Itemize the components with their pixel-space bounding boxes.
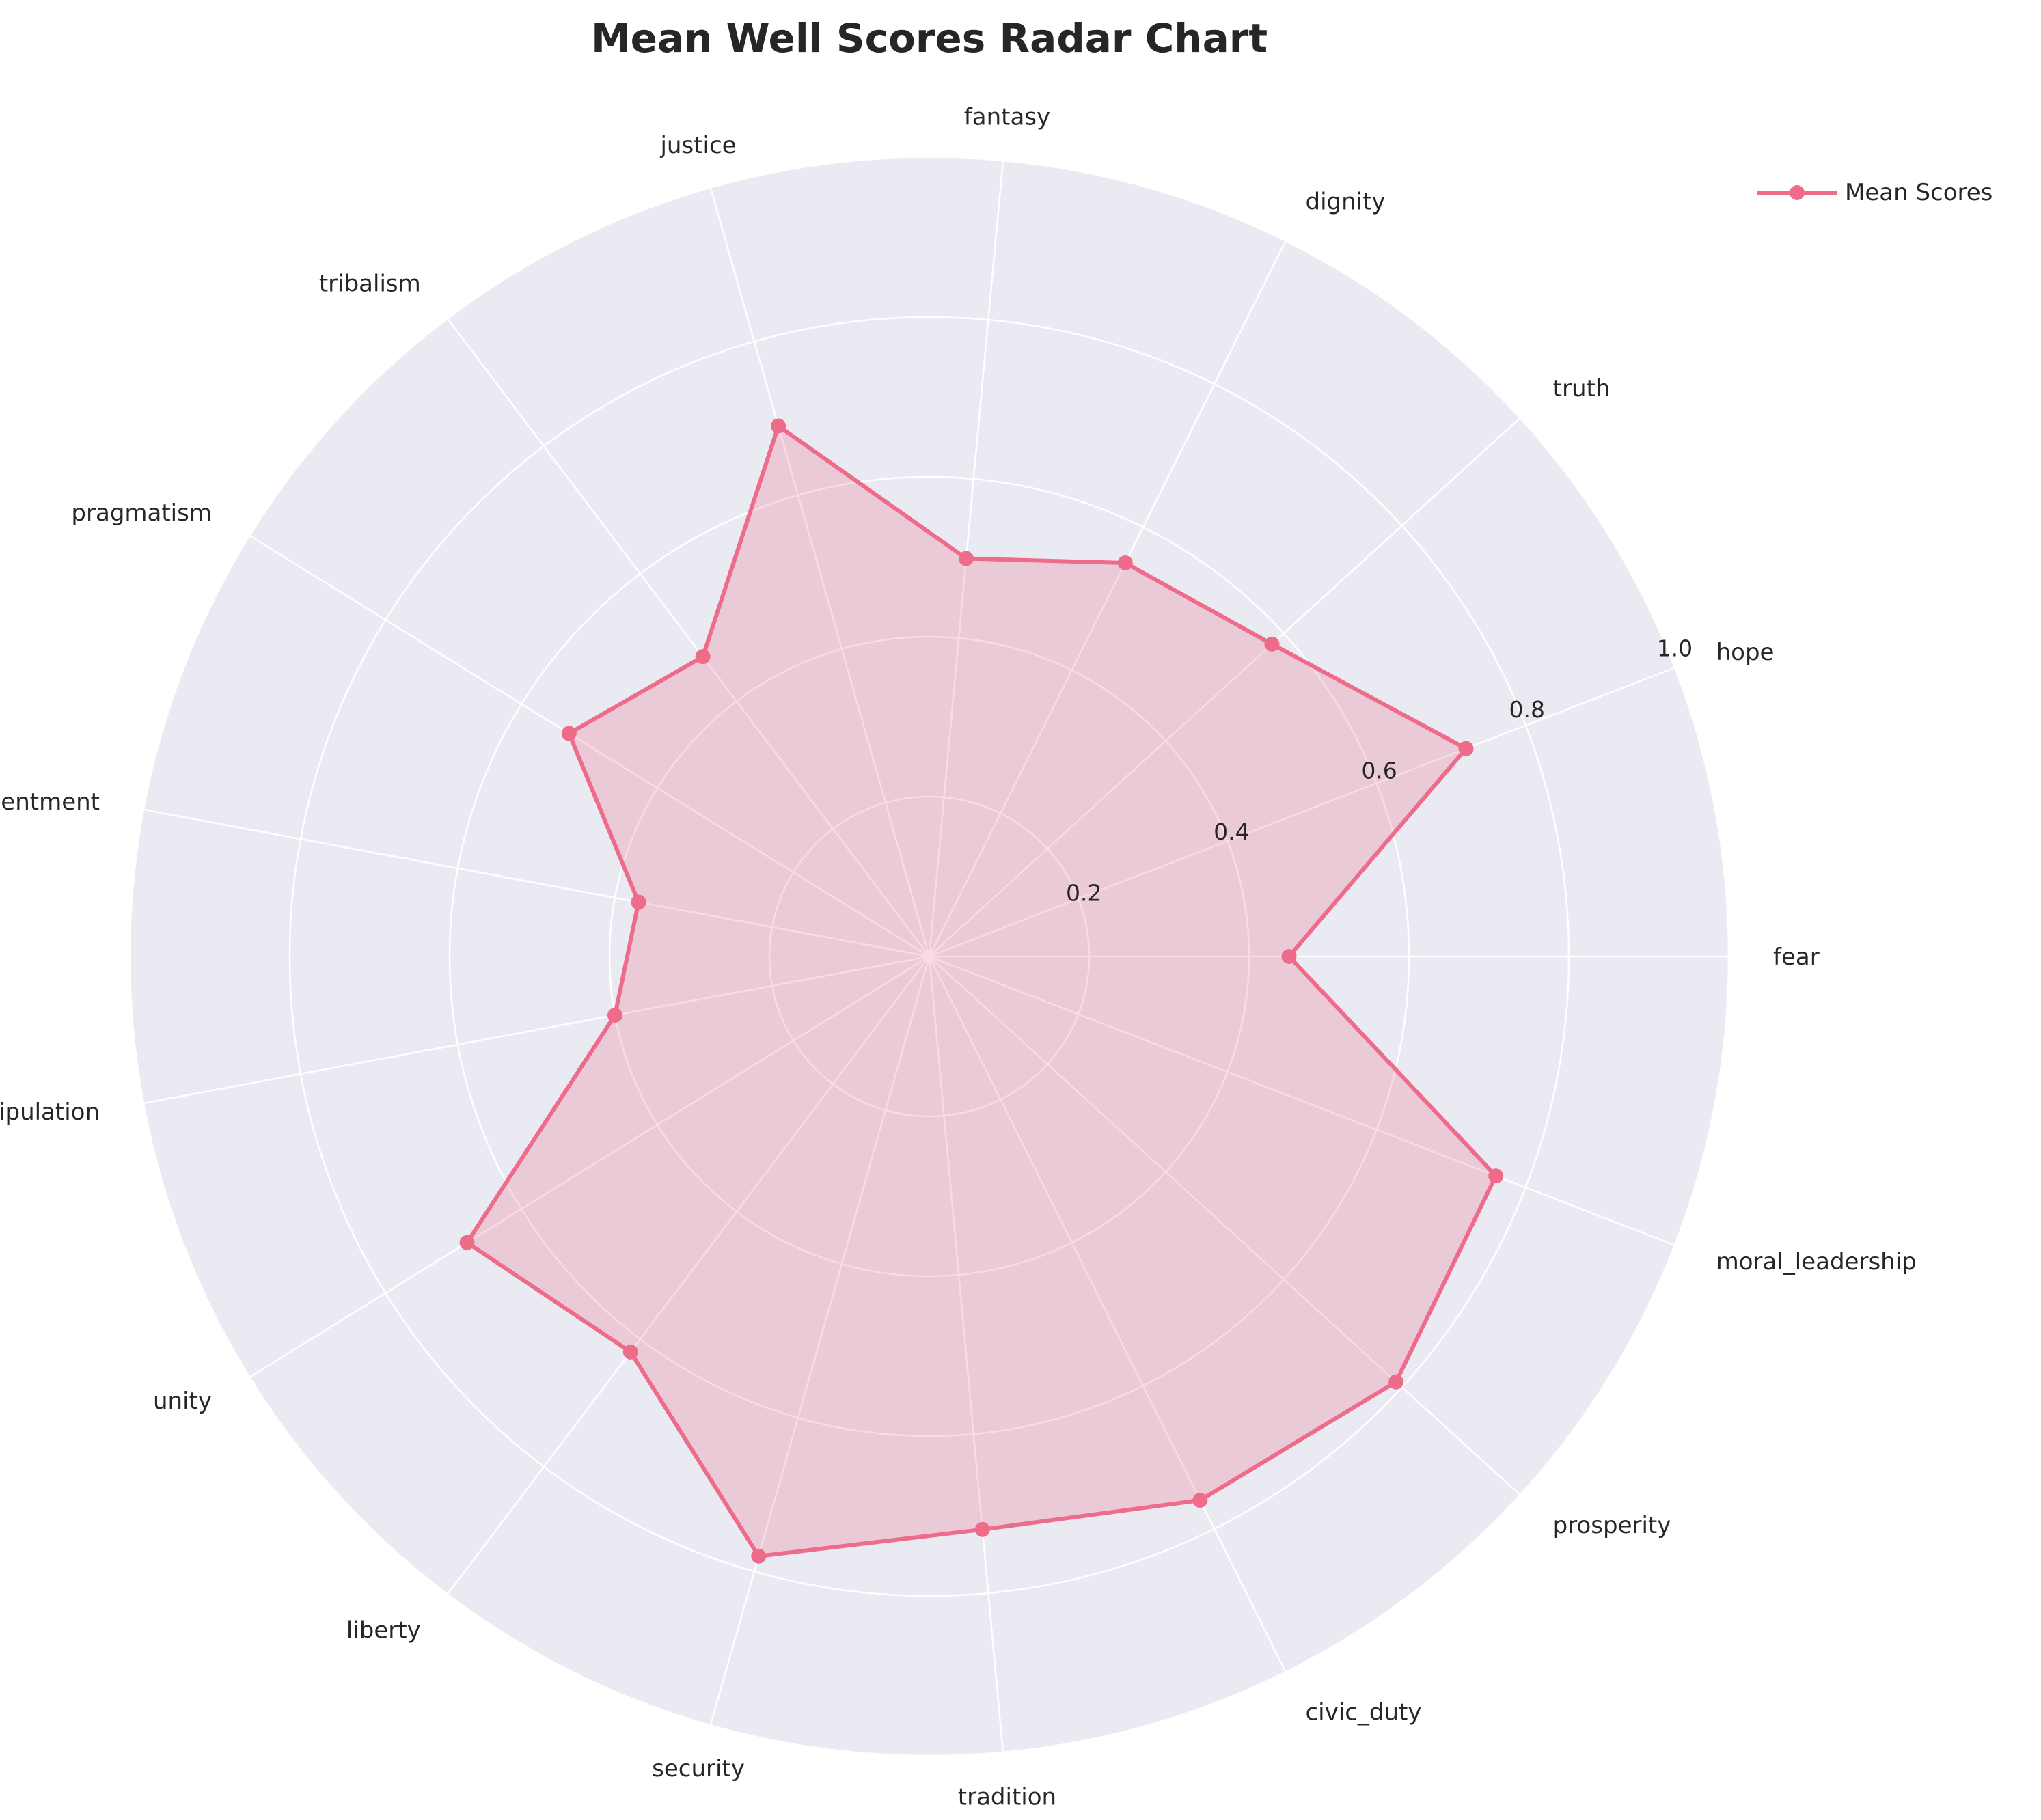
tick-label: 0.4 [1214, 818, 1249, 845]
category-label-civic_duty: civic_duty [1305, 1699, 1421, 1726]
radial-tick-labels: 0.2 0.4 0.6 0.8 1.0 [1066, 635, 1693, 906]
tick-label: 1.0 [1657, 635, 1693, 661]
data-point-fantasy [958, 551, 974, 566]
data-point-hope [1458, 741, 1474, 756]
data-point-fear [1281, 949, 1297, 964]
data-point-civic_duty [1192, 1492, 1208, 1508]
grid-spoke [928, 240, 1287, 957]
grid-spoke [929, 956, 1521, 1496]
grid-spoke [929, 417, 1521, 957]
grid-spoke [929, 955, 1675, 1246]
category-label-tribalism: tribalism [319, 270, 421, 297]
category-labels: fear hope truth dignity fantasy justice tribal… [0, 103, 1917, 1810]
data-point-resentment [631, 894, 646, 910]
category-label-security: security [652, 1755, 745, 1782]
grid-spoke [249, 535, 930, 958]
data-point-pragmatism [561, 726, 577, 741]
series-fill [467, 426, 1496, 1556]
grid-spoke [709, 187, 931, 957]
grid-spoke [709, 956, 931, 1726]
grid-spoke [143, 955, 930, 1105]
category-label-hope: hope [1716, 639, 1775, 666]
data-point-tribalism [695, 649, 711, 665]
grid-spoke [249, 955, 930, 1378]
grid-spoke [929, 667, 1675, 958]
series-line [465, 424, 1498, 1558]
category-label-truth: truth [1553, 375, 1611, 402]
data-point-manipulation [607, 1007, 622, 1023]
grid-spoke [446, 318, 930, 957]
category-label-resentment: resentment [0, 788, 100, 816]
category-label-manipulation: manipulation [0, 1099, 100, 1126]
data-point-liberty [622, 1344, 638, 1360]
grid-spoke [928, 956, 1287, 1672]
chart-title: Mean Well Scores Radar Chart [590, 15, 1268, 61]
category-label-prosperity: prosperity [1553, 1512, 1671, 1539]
grid-spoke [446, 956, 930, 1595]
category-label-fantasy: fantasy [964, 103, 1050, 130]
category-label-unity: unity [153, 1388, 212, 1415]
data-point-moral_leadership [1488, 1168, 1504, 1184]
tick-label: 0.2 [1066, 879, 1101, 906]
grid-spoke [928, 956, 1004, 1753]
tick-label: 0.8 [1509, 696, 1545, 723]
legend-swatch [1757, 185, 1837, 200]
grid [128, 156, 1730, 1757]
legend-marker [1790, 185, 1805, 200]
category-label-justice: justice [659, 132, 736, 159]
data-point-truth [1264, 636, 1280, 652]
data-point-tradition [974, 1521, 990, 1537]
grid-spoke [143, 808, 930, 958]
data-point-prosperity [1388, 1374, 1404, 1390]
legend: Mean Scores [1756, 179, 1992, 206]
category-label-dignity: dignity [1305, 188, 1385, 215]
legend-label: Mean Scores [1845, 179, 1993, 206]
category-label-tradition: tradition [958, 1784, 1056, 1811]
category-label-fear: fear [1773, 943, 1820, 971]
data-point-security [751, 1548, 767, 1564]
data-point-justice [771, 418, 786, 434]
series-mean-scores [459, 418, 1504, 1564]
data-point-dignity [1117, 555, 1133, 570]
category-label-moral_leadership: moral_leadership [1716, 1248, 1917, 1276]
category-label-pragmatism: pragmatism [71, 499, 212, 527]
data-point-unity [459, 1235, 475, 1250]
tick-label: 0.6 [1361, 757, 1397, 784]
category-label-liberty: liberty [346, 1617, 421, 1644]
